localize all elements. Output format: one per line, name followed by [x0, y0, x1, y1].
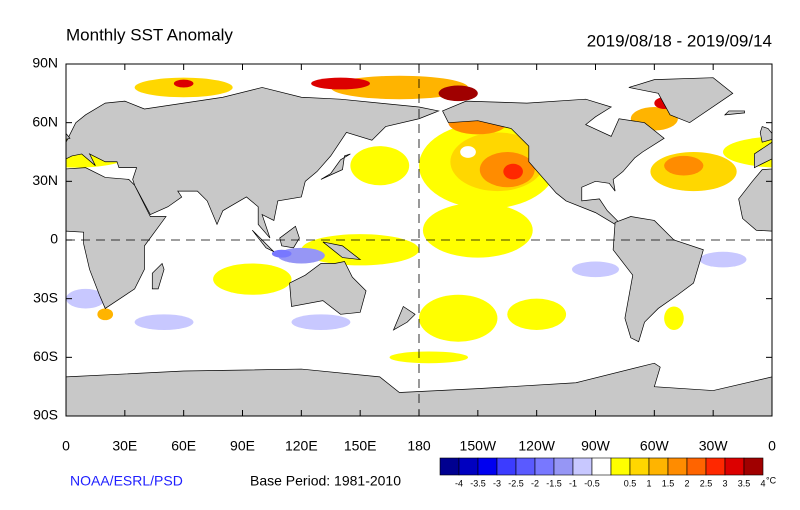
lon-label: 60W: [640, 438, 670, 454]
lon-label: 0: [768, 438, 776, 454]
colorbar-box: [572, 457, 593, 476]
colorbar-box: [439, 457, 460, 476]
lon-label: 30W: [699, 438, 729, 454]
colorbar-label: 3: [722, 478, 727, 488]
colorbar-label: -4: [455, 478, 463, 488]
colorbar-box: [591, 457, 612, 476]
lon-label: 180: [407, 438, 431, 454]
lon-label: 0: [62, 438, 70, 454]
colorbar-box: [648, 457, 669, 476]
colorbar-label: -3: [493, 478, 501, 488]
credit: NOAA/ESRL/PSD: [70, 473, 183, 489]
title: Monthly SST Anomaly: [66, 25, 233, 44]
colorbar-box: [553, 457, 574, 476]
colorbar-box: [667, 457, 688, 476]
lon-label: 120E: [285, 438, 318, 454]
lon-label: 150E: [344, 438, 377, 454]
colorbar-box: [724, 457, 745, 476]
colorbar-label: 0.5: [624, 478, 637, 488]
colorbar-label: 1.5: [662, 478, 675, 488]
base-period: Base Period: 1981-2010: [250, 473, 401, 489]
colorbar-box: [743, 457, 764, 476]
colorbar-box: [477, 457, 498, 476]
lat-label: 30S: [33, 289, 58, 305]
colorbar-box: [629, 457, 650, 476]
colorbar-unit: °C: [766, 475, 777, 485]
lat-label: 60S: [33, 348, 58, 364]
land: [66, 78, 772, 416]
colorbar-label: -0.5: [584, 478, 600, 488]
colorbar-label: 3.5: [738, 478, 751, 488]
lat-label: 90N: [32, 55, 58, 71]
colorbar-box: [705, 457, 726, 476]
colorbar-label: -2: [531, 478, 539, 488]
colorbar-box: [458, 457, 479, 476]
colorbar-label: 4: [760, 478, 765, 488]
lon-label: 90W: [581, 438, 611, 454]
colorbar-label: 2: [684, 478, 689, 488]
lat-label: 60N: [32, 113, 58, 129]
colorbar-label: -1: [569, 478, 577, 488]
colorbar-label: 2.5: [700, 478, 713, 488]
colorbar-box: [496, 457, 517, 476]
lat-label: 90S: [33, 407, 58, 423]
colorbar-label: -2.5: [508, 478, 524, 488]
colorbar-label: 1: [646, 478, 651, 488]
colorbar-box: [686, 457, 707, 476]
colorbar-box: [515, 457, 536, 476]
lon-label: 90E: [230, 438, 255, 454]
colorbar-box: [534, 457, 555, 476]
lon-label: 120W: [518, 438, 555, 454]
lon-label: 60E: [171, 438, 196, 454]
lon-label: 150W: [460, 438, 497, 454]
map: [66, 64, 772, 416]
colorbar-label: -3.5: [470, 478, 486, 488]
lat-label: 30N: [32, 172, 58, 188]
colorbar-label: -1.5: [546, 478, 562, 488]
colorbar-box: [610, 457, 631, 476]
lat-label: 0: [50, 231, 58, 247]
period: 2019/08/18 - 2019/09/14: [587, 31, 772, 50]
lon-label: 30E: [112, 438, 137, 454]
